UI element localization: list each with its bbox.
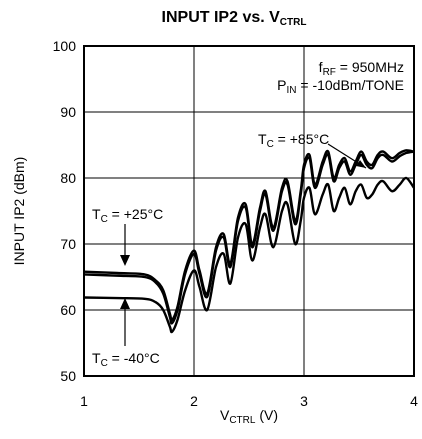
condition-power: PIN = -10dBm/TONE [277, 77, 404, 96]
x-axis-label: VCTRL (V) [220, 407, 278, 426]
series-line-cold [83, 176, 415, 334]
y-tick-label: 70 [60, 236, 76, 252]
y-axis-label: INPUT IP2 (dBm) [11, 157, 27, 266]
x-tick-label: 1 [80, 393, 88, 409]
label-minus40c: TC = -40°C [92, 350, 160, 369]
y-tick-label: 90 [60, 104, 76, 120]
grid [84, 46, 414, 376]
x-tick-label: 3 [300, 393, 308, 409]
label-85c: TC = +85°C [258, 131, 329, 150]
y-tick-labels: 50 60 70 80 90 100 [53, 38, 77, 384]
plot-frame [83, 45, 415, 377]
x-tick-label: 2 [190, 393, 198, 409]
y-tick-label: 50 [60, 368, 76, 384]
condition-frequency: fRF = 950MHz [319, 59, 404, 78]
y-tick-label: 100 [53, 38, 77, 54]
arrowhead-minus40c [120, 298, 130, 309]
arrowhead-25c [120, 255, 130, 266]
series-line-hot [83, 150, 415, 325]
series-group [83, 149, 415, 334]
arrowhead-85c [356, 160, 366, 168]
label-25c: TC = +25°C [92, 206, 163, 225]
x-tick-label: 4 [410, 393, 418, 409]
y-tick-label: 80 [60, 170, 76, 186]
x-tick-labels: 1 2 3 4 [80, 393, 418, 409]
y-tick-label: 60 [60, 302, 76, 318]
chart-title: INPUT IP2 vs. VCTRL [162, 9, 307, 28]
